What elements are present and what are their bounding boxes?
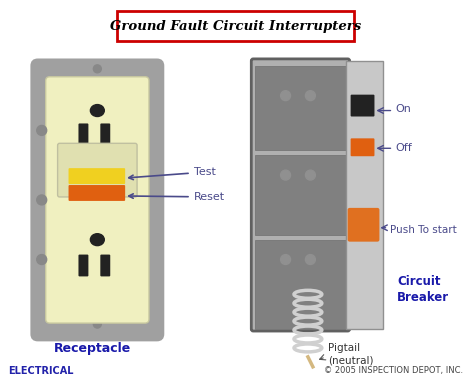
FancyBboxPatch shape [69,168,125,184]
FancyBboxPatch shape [58,143,137,197]
FancyBboxPatch shape [79,124,88,145]
Ellipse shape [91,105,104,117]
Text: ELECTRICAL: ELECTRICAL [8,366,73,376]
Circle shape [305,91,315,101]
FancyBboxPatch shape [347,208,379,242]
Text: © 2005 INSPECTION DEPOT, INC.: © 2005 INSPECTION DEPOT, INC. [324,366,463,375]
FancyBboxPatch shape [100,124,110,145]
Circle shape [281,91,291,101]
FancyBboxPatch shape [255,66,346,150]
FancyBboxPatch shape [79,255,88,276]
FancyBboxPatch shape [351,138,374,156]
Circle shape [281,255,291,264]
Text: Receptacle: Receptacle [54,342,131,355]
FancyBboxPatch shape [117,11,354,41]
Ellipse shape [86,62,108,76]
Ellipse shape [91,234,104,245]
Ellipse shape [93,320,101,328]
FancyBboxPatch shape [351,95,374,117]
FancyBboxPatch shape [346,61,383,329]
Circle shape [37,125,46,135]
Text: Pigtail
(neutral): Pigtail (neutral) [328,343,374,365]
Circle shape [281,170,291,180]
Text: Ground Fault Circuit Interrupters: Ground Fault Circuit Interrupters [110,20,361,33]
Circle shape [305,255,315,264]
FancyBboxPatch shape [32,60,163,340]
Text: Circuit
Breaker: Circuit Breaker [397,275,449,304]
Circle shape [37,195,46,205]
Ellipse shape [93,65,101,73]
Text: Test: Test [129,167,216,180]
Text: On: On [395,104,411,114]
Text: Reset: Reset [129,192,225,202]
FancyBboxPatch shape [46,77,149,323]
FancyBboxPatch shape [255,155,346,235]
FancyBboxPatch shape [251,59,350,331]
FancyBboxPatch shape [255,240,346,329]
Circle shape [37,255,46,264]
Text: Off: Off [395,143,412,153]
Circle shape [305,170,315,180]
Ellipse shape [86,317,108,331]
FancyBboxPatch shape [100,255,110,276]
Text: Push To start: Push To start [391,225,457,235]
FancyBboxPatch shape [69,185,125,201]
